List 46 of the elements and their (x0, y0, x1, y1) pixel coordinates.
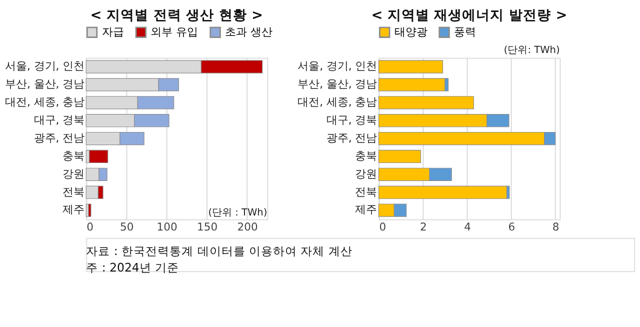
y-tick-label: 부산, 울산, 경남 (298, 78, 378, 91)
x-tick-label: 6 (508, 220, 516, 234)
x-tick-label: 0 (379, 220, 386, 234)
y-tick-label: 서울, 경기, 인천 (298, 60, 378, 73)
x-tick-label: 50 (120, 220, 134, 234)
x-tick-label: 100 (156, 220, 178, 234)
x-tick-label: 0 (86, 220, 94, 234)
legend-label: 외부 유입 (150, 25, 198, 38)
text: 자료 : 한국전력통계 데이터를 이용하여 자체 계산 (86, 244, 352, 258)
y-tick-label: 대전, 세종, 충남 (298, 96, 378, 109)
x-tick-label: 2 (420, 220, 427, 234)
x-tick-label: 150 (197, 220, 218, 234)
legend-label: 태양광 (394, 25, 428, 38)
text: (단위: TWh) (504, 44, 560, 56)
y-tick-label: 대구, 경북 (326, 114, 378, 127)
y-tick-label: 서울, 경기, 인천 (4, 60, 85, 73)
y-tick-label: 전북 (355, 185, 378, 198)
bar (378, 150, 421, 164)
bar (378, 96, 474, 110)
y-tick-label: 강원 (62, 167, 85, 180)
legend-label: 자급 (102, 25, 124, 38)
annotation: (단위 : TWh) (208, 207, 268, 218)
y-tick-label: 광주, 전남 (326, 131, 378, 144)
x-tick-label: 4 (464, 220, 472, 234)
bar (88, 204, 92, 217)
bar (89, 150, 108, 164)
y-tick-label: 대구, 경북 (34, 114, 85, 127)
y-tick-label: 대전, 세종, 충남 (4, 96, 85, 109)
legend-label: 풍력 (454, 25, 476, 38)
legend-label: 초과 생산 (225, 25, 272, 38)
y-tick-label: 제주 (355, 203, 378, 216)
y-tick-label: 부산, 울산, 경남 (4, 78, 85, 91)
chart-title: < 지역별 재생에너지 발전량 > (371, 8, 568, 24)
y-tick-label: 충북 (62, 149, 85, 162)
chart-title: < 지역별 전력 생산 현황 > (90, 8, 264, 24)
text: 주 : 2024년 기준 (86, 260, 180, 275)
bar (378, 78, 446, 92)
y-tick-label: 충북 (355, 149, 378, 162)
y-tick-label: 제주 (62, 203, 85, 216)
x-tick-label: 200 (237, 220, 258, 234)
x-tick-label: 8 (552, 220, 560, 234)
y-tick-label: 강원 (355, 167, 378, 180)
bar (378, 60, 444, 74)
bar (378, 186, 508, 199)
y-tick-label: 광주, 전남 (34, 131, 85, 144)
y-tick-label: 전북 (62, 185, 85, 198)
